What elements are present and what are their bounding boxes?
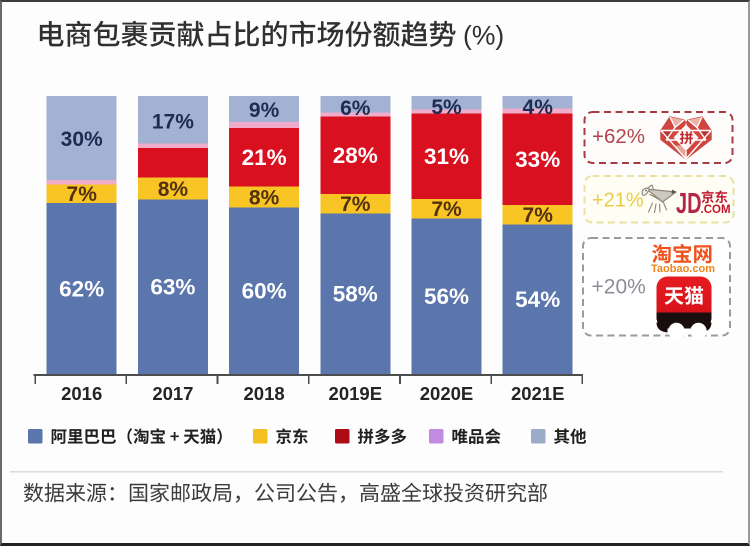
svg-text:+62%: +62% — [592, 125, 645, 148]
svg-text:58%: 58% — [333, 282, 378, 307]
svg-text:7%: 7% — [431, 198, 462, 221]
svg-text:30%: 30% — [61, 128, 103, 151]
svg-text:(%): (%) — [463, 21, 504, 51]
svg-text:21%: 21% — [242, 145, 287, 170]
svg-text:8%: 8% — [158, 178, 189, 201]
svg-text:9%: 9% — [249, 99, 280, 122]
svg-text:8%: 8% — [249, 186, 280, 209]
svg-text:7%: 7% — [523, 204, 554, 227]
svg-text:2018: 2018 — [244, 383, 285, 404]
svg-text:60%: 60% — [242, 279, 287, 304]
svg-text:+20%: +20% — [592, 276, 646, 299]
svg-text:7%: 7% — [340, 193, 371, 216]
svg-text:6%: 6% — [340, 97, 371, 120]
svg-text:5%: 5% — [431, 96, 462, 119]
svg-text:Taobao.com: Taobao.com — [651, 263, 715, 275]
svg-text:56%: 56% — [424, 284, 469, 309]
svg-text:.COM: .COM — [701, 204, 731, 216]
svg-text:54%: 54% — [515, 287, 560, 312]
svg-text:JD: JD — [676, 189, 701, 220]
svg-text:+21%: +21% — [592, 190, 644, 212]
svg-text:2020E: 2020E — [420, 383, 474, 404]
svg-text:17%: 17% — [152, 110, 194, 133]
svg-text:62%: 62% — [59, 276, 104, 301]
svg-text:2016: 2016 — [61, 383, 102, 404]
svg-text:31%: 31% — [424, 144, 469, 169]
svg-text:2021E: 2021E — [511, 383, 565, 404]
svg-text:28%: 28% — [333, 143, 378, 168]
svg-text:2017: 2017 — [152, 383, 193, 404]
svg-text:2019E: 2019E — [329, 383, 383, 404]
svg-text:4%: 4% — [523, 96, 554, 119]
svg-text:7%: 7% — [67, 183, 98, 206]
svg-text:33%: 33% — [515, 147, 560, 172]
svg-text:63%: 63% — [150, 275, 195, 300]
